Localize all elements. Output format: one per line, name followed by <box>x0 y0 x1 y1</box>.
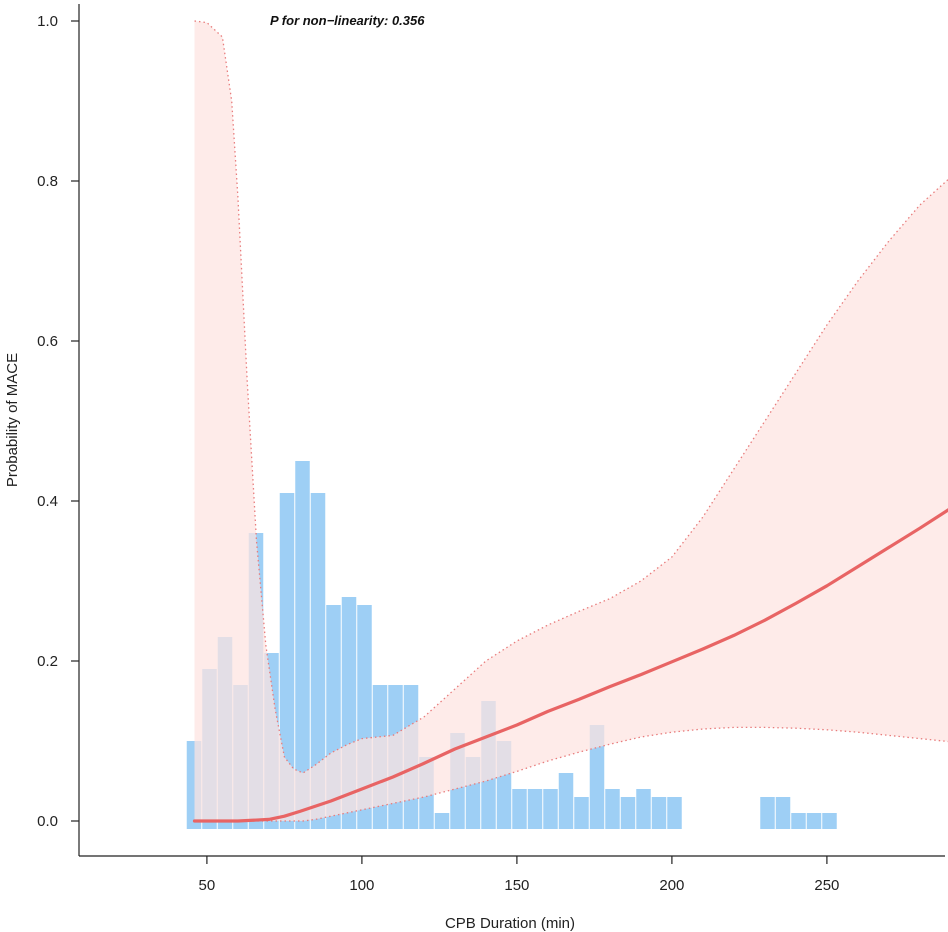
confidence-band-layer <box>194 20 948 822</box>
histogram-bar <box>605 789 620 829</box>
y-tick-label: 0.4 <box>37 493 58 510</box>
y-tick-label: 0.8 <box>37 173 58 190</box>
axes-layer <box>78 4 945 857</box>
histogram-bar <box>543 789 558 829</box>
histogram-bar <box>791 813 806 829</box>
y-tick-label: 0.0 <box>37 813 58 830</box>
histogram-bar <box>527 789 543 829</box>
y-tick-label: 0.2 <box>37 653 58 670</box>
histogram-bar <box>558 773 574 829</box>
histogram-bar <box>775 797 791 829</box>
x-axis-title: CPB Duration (min) <box>445 915 575 932</box>
lower-ci-line <box>194 726 948 822</box>
non-linearity-annotation: P for non−linearity: 0.356 <box>270 13 425 28</box>
estimate-line <box>192 508 948 823</box>
histogram-bar <box>620 797 636 829</box>
ticks-layer: 501001502002503000.00.20.40.60.81.0 <box>37 13 839 894</box>
x-tick-label: 250 <box>814 877 839 894</box>
y-tick-label: 1.0 <box>37 13 58 30</box>
x-tick-label: 100 <box>349 877 374 894</box>
histogram-bar <box>574 797 589 829</box>
x-tick-label: 50 <box>199 877 216 894</box>
histogram-bar <box>806 813 822 829</box>
y-axis-title: Probability of MACE <box>4 353 21 487</box>
histogram-bar <box>512 789 527 829</box>
x-tick-label: 200 <box>659 877 684 894</box>
y-tick-label: 0.6 <box>37 333 58 350</box>
histogram-bar <box>760 797 775 829</box>
histogram-bar <box>310 493 326 829</box>
histogram-bar <box>589 725 605 829</box>
histogram-bar <box>667 797 682 829</box>
estimate-line-layer <box>192 508 948 823</box>
histogram-bar <box>434 813 450 829</box>
histogram-bar <box>279 493 295 829</box>
x-tick-label: 150 <box>504 877 529 894</box>
confidence-band <box>194 21 948 821</box>
histogram-bar <box>822 813 837 829</box>
histogram-bar <box>295 461 310 829</box>
upper-ci-line <box>194 20 948 774</box>
histogram-bar <box>651 797 667 829</box>
histogram-bar <box>636 789 651 829</box>
